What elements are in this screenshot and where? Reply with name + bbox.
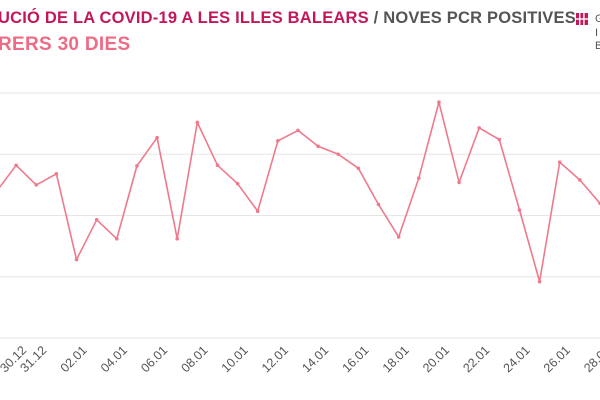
coat-of-arms-icon [576,13,588,25]
x-tick-label: 20.01 [420,343,452,375]
data-point[interactable] [14,163,18,168]
logo-line-1: G [595,13,600,25]
data-point[interactable] [195,120,200,125]
x-tick-label: 14.01 [299,343,331,375]
data-point[interactable] [376,202,381,207]
data-points [14,100,600,284]
x-tick-label: 02.01 [58,343,90,375]
data-point[interactable] [477,126,482,130]
x-tick-label: 06.01 [138,343,170,375]
data-point[interactable] [537,279,542,284]
data-point[interactable] [155,135,159,140]
x-tick-label: 28.01 [581,343,600,375]
data-point[interactable] [417,176,421,180]
logo-line-2: I [595,26,599,39]
data-point[interactable] [135,164,139,168]
chart-subtitle: RERS 30 DIES [0,34,131,55]
chart-title: UCIÓ DE LA COVID-19 A LES ILLES BALEARS … [0,9,576,28]
data-point[interactable] [316,144,320,149]
series-line-layer [0,101,600,283]
data-point[interactable] [517,208,522,212]
data-point[interactable] [437,100,441,104]
govern-logo: G I B [576,13,600,73]
series-line [0,101,600,283]
data-point[interactable] [255,209,260,214]
data-point[interactable] [497,137,502,142]
logo-text: G I B [595,13,600,54]
x-tick-label: 16.01 [340,343,372,375]
x-tick-label: 24.01 [501,343,533,375]
x-tick-label: 08.01 [178,343,210,375]
x-tick-label: 26.01 [541,343,573,375]
data-point[interactable] [54,172,59,176]
x-tick-label: 10.01 [219,343,251,375]
data-point[interactable] [557,160,562,165]
data-point[interactable] [175,236,179,241]
title-separator: / [373,9,379,27]
x-tick-label: 04.01 [98,343,130,375]
data-point[interactable] [74,257,79,262]
x-tick-label: 12.01 [259,343,291,375]
data-point[interactable] [578,178,582,182]
data-point[interactable] [356,166,361,171]
data-point[interactable] [296,128,300,133]
data-point[interactable] [276,138,280,143]
x-tick-label: 18.01 [380,343,412,375]
logo-line-3: B [595,40,600,52]
data-point[interactable] [396,235,401,239]
data-point[interactable] [336,152,341,157]
data-point[interactable] [457,180,461,185]
x-tick-label: 22.01 [460,343,492,375]
data-point[interactable] [115,236,119,241]
title-main: UCIÓ DE LA COVID-19 A LES ILLES BALEARS [0,9,369,27]
title-sub: NOVES PCR POSITIVES [383,9,576,27]
data-point[interactable] [215,163,220,168]
data-point[interactable] [34,183,39,187]
data-point[interactable] [235,181,240,186]
data-point[interactable] [94,217,99,222]
gridlines [0,92,600,339]
